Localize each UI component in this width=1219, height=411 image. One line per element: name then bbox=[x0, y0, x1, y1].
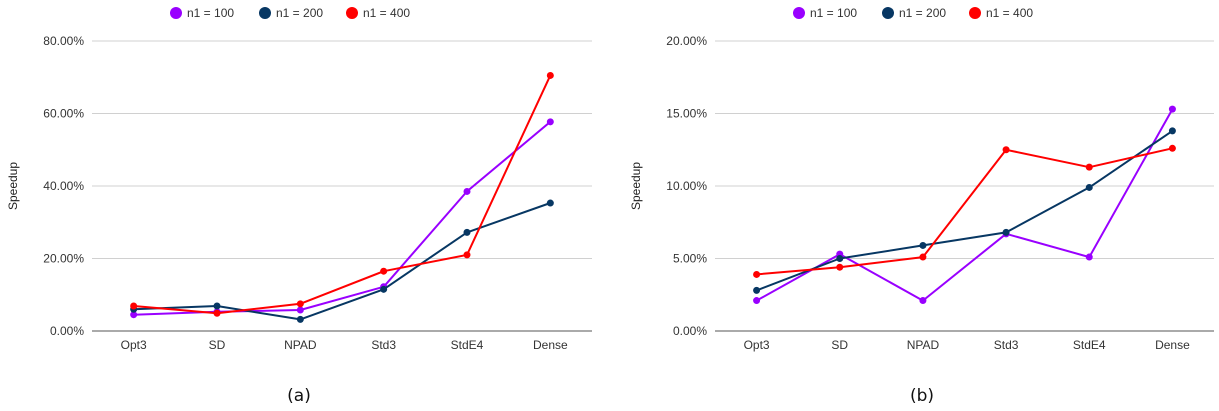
data-point bbox=[753, 270, 761, 278]
x-tick-label: NPAD bbox=[284, 338, 317, 352]
series-line bbox=[756, 108, 1174, 302]
x-tick-label: StdE4 bbox=[1073, 338, 1106, 352]
data-point bbox=[1168, 144, 1176, 152]
data-point bbox=[296, 306, 304, 314]
legend-marker bbox=[259, 7, 271, 19]
data-point bbox=[836, 255, 844, 262]
data-point bbox=[546, 118, 554, 126]
series-line bbox=[756, 147, 1173, 276]
data-point bbox=[213, 302, 221, 310]
legend-marker bbox=[170, 7, 182, 19]
legend-marker bbox=[346, 7, 358, 19]
data-point bbox=[919, 253, 927, 261]
data-point bbox=[1002, 228, 1010, 236]
legend-marker bbox=[969, 7, 981, 19]
chart-caption: (a) bbox=[287, 386, 311, 406]
legend-label: n1 = 200 bbox=[276, 6, 323, 20]
data-point bbox=[130, 311, 138, 319]
y-tick-label: 20.00% bbox=[43, 252, 84, 266]
data-point bbox=[130, 302, 138, 310]
data-point bbox=[1168, 105, 1176, 113]
series-line bbox=[133, 202, 551, 321]
chart-panel-a: 0.00% 20.00% 40.00% 60.00% 80.00% Opt3 SD NPAD S… bbox=[6, 6, 592, 406]
y-axis-title: Speedup bbox=[629, 162, 643, 210]
legend-label: n1 = 100 bbox=[810, 6, 857, 20]
chart-panel-b: 0.00% 5.00% 10.00% 15.00% 20.00% Opt3 SD NPAD St… bbox=[629, 6, 1214, 406]
x-tick-label: SD bbox=[209, 338, 226, 352]
x-tick-label: Dense bbox=[1155, 338, 1190, 352]
data-point bbox=[380, 285, 388, 293]
data-point bbox=[546, 199, 554, 207]
x-tick-label: Opt3 bbox=[121, 338, 147, 352]
data-point bbox=[1168, 127, 1176, 135]
legend-label: n1 = 100 bbox=[187, 6, 234, 20]
data-point bbox=[919, 297, 927, 305]
x-tick-label: Std3 bbox=[994, 338, 1019, 352]
legend-label: n1 = 400 bbox=[363, 6, 410, 20]
y-tick-label: 0.00% bbox=[50, 324, 84, 338]
data-point bbox=[463, 251, 471, 259]
data-point bbox=[1085, 183, 1093, 191]
data-point bbox=[919, 241, 927, 249]
y-tick-label: 5.00% bbox=[673, 252, 707, 266]
y-tick-label: 10.00% bbox=[666, 179, 707, 193]
series-line bbox=[756, 130, 1173, 292]
y-tick-label: 0.00% bbox=[673, 324, 707, 338]
data-point bbox=[1002, 146, 1010, 154]
legend-marker bbox=[793, 7, 805, 19]
data-point bbox=[753, 297, 761, 305]
x-tick-label: SD bbox=[831, 338, 848, 352]
x-tick-label: Std3 bbox=[371, 338, 396, 352]
data-point bbox=[380, 267, 388, 275]
legend-marker bbox=[882, 7, 894, 19]
x-tick-label: NPAD bbox=[907, 338, 940, 352]
data-point bbox=[213, 309, 221, 317]
y-tick-label: 15.00% bbox=[666, 107, 707, 121]
x-tick-label: Opt3 bbox=[744, 338, 770, 352]
data-point bbox=[463, 228, 471, 236]
data-point bbox=[463, 187, 471, 195]
legend-label: n1 = 200 bbox=[899, 6, 946, 20]
series-line bbox=[133, 121, 551, 316]
data-point bbox=[836, 263, 844, 271]
data-point bbox=[296, 300, 304, 308]
y-tick-label: 60.00% bbox=[43, 107, 84, 121]
data-point bbox=[546, 71, 554, 79]
x-tick-label: StdE4 bbox=[451, 338, 484, 352]
y-tick-label: 20.00% bbox=[666, 34, 707, 48]
chart-caption: (b) bbox=[910, 386, 934, 406]
series-line bbox=[133, 74, 552, 315]
data-point bbox=[753, 286, 761, 294]
x-tick-label: Dense bbox=[533, 338, 568, 352]
y-axis-title: Speedup bbox=[6, 162, 20, 210]
data-point bbox=[1085, 163, 1093, 171]
legend-label: n1 = 400 bbox=[986, 6, 1033, 20]
data-point bbox=[1085, 253, 1093, 261]
y-tick-label: 80.00% bbox=[43, 34, 84, 48]
y-tick-label: 40.00% bbox=[43, 179, 84, 193]
data-point bbox=[296, 315, 304, 323]
